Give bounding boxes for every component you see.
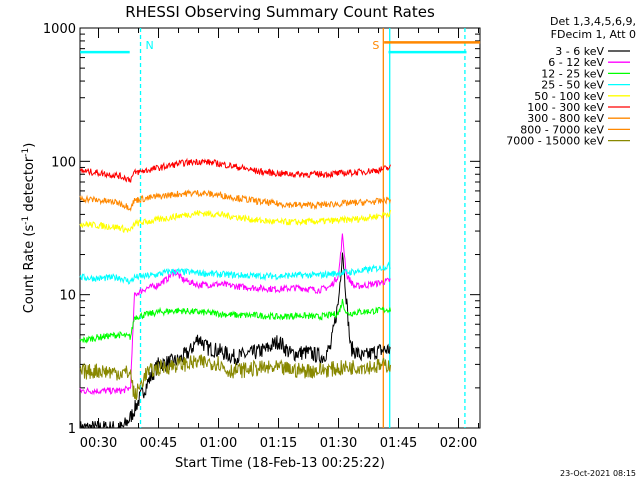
y-tick-label: 100 [51, 155, 76, 170]
x-axis-ticks: 00:30 00:45 01:00 01:15 01:30 01:45 02:00 [80, 28, 480, 451]
footer-timestamp: 23-Oct-2021 08:15 [560, 469, 636, 478]
y-tick-label: 1 [68, 422, 76, 437]
legend-label: 12 - 25 keV [541, 67, 604, 80]
plot-frame [79, 27, 481, 429]
x-tick-label: 01:45 [380, 436, 417, 451]
y-label-main: Count Rate (s [22, 225, 37, 314]
legend-header-line-1: Det 1,3,4,5,6,9, [550, 15, 636, 28]
x-axis-label: Start Time (18-Feb-13 00:25:22) [175, 456, 385, 471]
series-line [79, 354, 391, 401]
y-tick-label: 10 [59, 289, 76, 304]
legend-label: 800 - 7000 keV [520, 123, 604, 136]
chart-title: RHESSI Observing Summary Count Rates [125, 3, 435, 21]
x-tick-label: 01:30 [320, 436, 357, 451]
series-lines [79, 41, 481, 429]
y-axis-ticks: 1 10 100 1000 [43, 22, 480, 437]
x-tick-label: 01:15 [260, 436, 297, 451]
y-axis-label: Count Rate (s-1 detector-1) [21, 143, 37, 314]
series-line [79, 261, 391, 285]
y-label-sup-1: -1 [21, 216, 31, 225]
x-tick-label: 00:45 [140, 436, 177, 451]
legend-label: 50 - 100 keV [534, 90, 604, 103]
legend-label: 100 - 300 keV [527, 101, 604, 114]
series-line [79, 157, 391, 183]
series-line [79, 233, 391, 396]
marker-label: N [146, 39, 154, 52]
series-line [79, 209, 391, 234]
x-tick-label: 02:00 [440, 436, 477, 451]
x-tick-label: 01:00 [200, 436, 237, 451]
legend-label: 6 - 12 keV [548, 56, 604, 69]
legend-label: 3 - 6 keV [555, 45, 604, 58]
x-tick-label: 00:30 [80, 436, 117, 451]
y-label-end: ) [22, 143, 37, 148]
series-line [79, 252, 391, 429]
legend: Det 1,3,4,5,6,9, FDecim 1, Att 0 3 - 6 k… [506, 15, 636, 148]
series-line [79, 188, 391, 212]
y-label-sup-2: -1 [21, 148, 31, 157]
series-line [79, 298, 391, 344]
marker-label: S [372, 39, 379, 52]
y-label-mid: detector [22, 156, 37, 216]
y-tick-label: 1000 [43, 22, 76, 37]
legend-label: 300 - 800 keV [527, 112, 604, 125]
legend-label: 7000 - 15000 keV [506, 135, 604, 148]
legend-header-line-2: FDecim 1, Att 0 [551, 28, 636, 41]
legend-label: 25 - 50 keV [541, 79, 604, 92]
